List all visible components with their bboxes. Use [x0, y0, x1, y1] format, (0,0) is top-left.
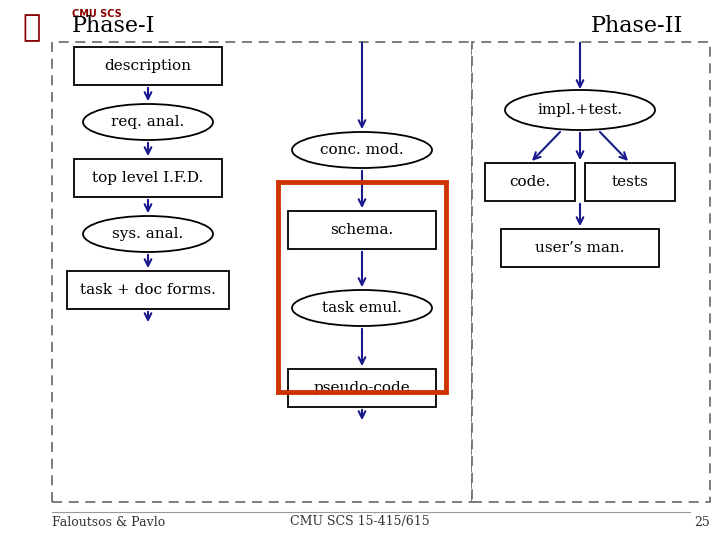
Bar	[67, 271, 229, 309]
Text: schema.: schema.	[330, 223, 394, 237]
Text: task emul.: task emul.	[322, 301, 402, 315]
Ellipse shape	[292, 290, 432, 326]
Bar	[278, 182, 446, 392]
Text: top level I.F.D.: top level I.F.D.	[92, 171, 204, 185]
Text: sys. anal.: sys. anal.	[112, 227, 184, 241]
Bar	[585, 163, 675, 201]
Text: CMU SCS: CMU SCS	[72, 9, 122, 19]
Ellipse shape	[83, 104, 213, 140]
Bar	[288, 369, 436, 407]
Ellipse shape	[505, 90, 655, 130]
Text: pseudo-code: pseudo-code	[314, 381, 410, 395]
Text: task + doc forms.: task + doc forms.	[80, 283, 216, 297]
Text: ❧: ❧	[23, 12, 41, 44]
Text: Phase-I: Phase-I	[72, 15, 156, 37]
Bar	[485, 163, 575, 201]
Text: req. anal.: req. anal.	[112, 115, 184, 129]
Text: CMU SCS 15-415/615: CMU SCS 15-415/615	[290, 516, 430, 529]
Text: user’s man.: user’s man.	[535, 241, 625, 255]
Bar	[74, 159, 222, 197]
Text: 25: 25	[694, 516, 710, 529]
Text: code.: code.	[510, 175, 551, 189]
Ellipse shape	[292, 132, 432, 168]
Bar	[8, 2, 60, 40]
Bar	[501, 229, 659, 267]
Text: conc. mod.: conc. mod.	[320, 143, 404, 157]
Bar	[74, 47, 222, 85]
Bar	[52, 42, 472, 502]
Ellipse shape	[83, 216, 213, 252]
Bar	[472, 42, 710, 502]
Text: Faloutsos & Pavlo: Faloutsos & Pavlo	[52, 516, 166, 529]
Text: tests: tests	[611, 175, 649, 189]
Text: description: description	[104, 59, 192, 73]
Bar	[288, 211, 436, 249]
Text: Phase-II: Phase-II	[591, 15, 683, 37]
Text: impl.+test.: impl.+test.	[537, 103, 623, 117]
